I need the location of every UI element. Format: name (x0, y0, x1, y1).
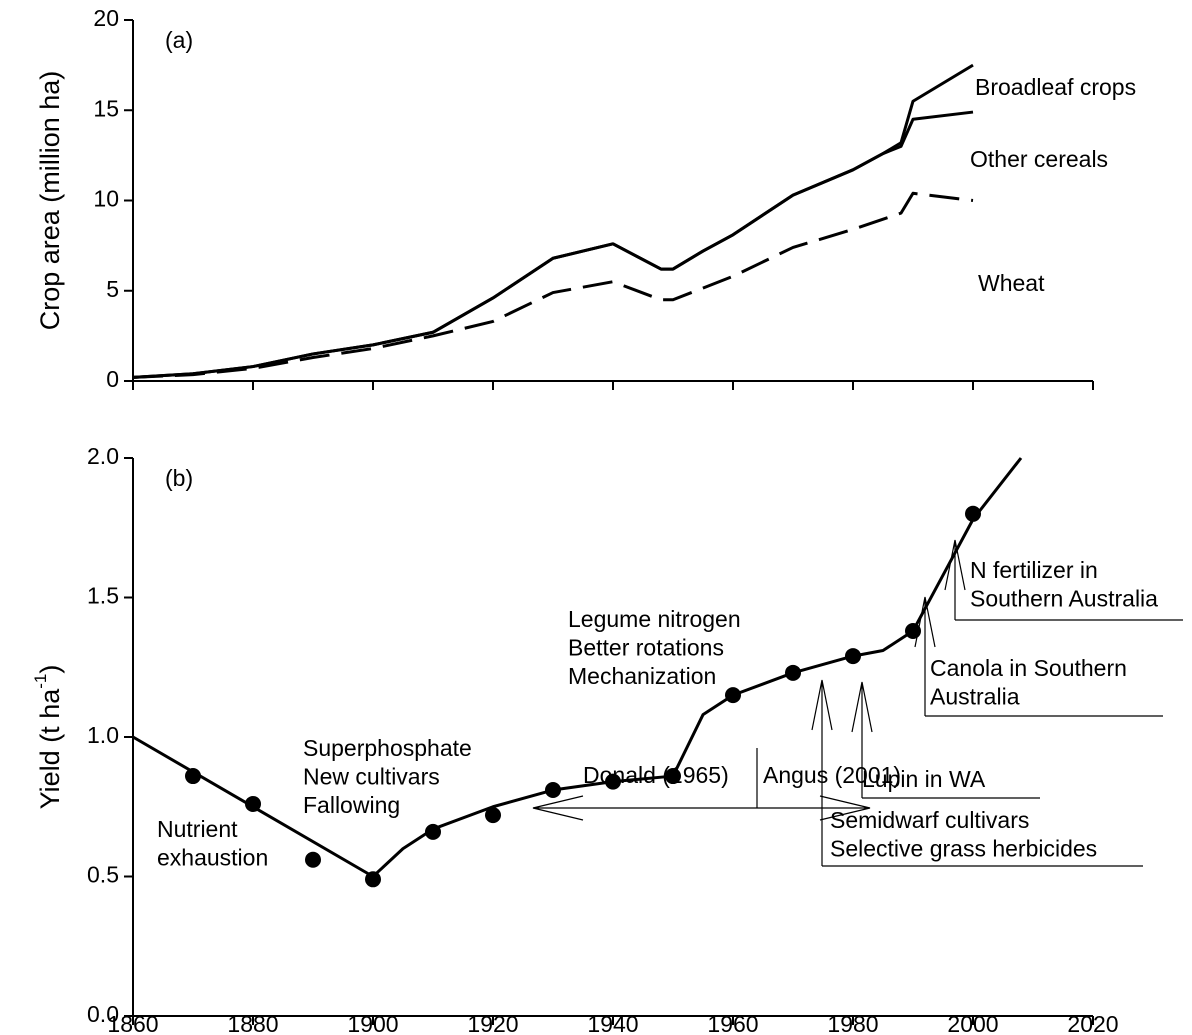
data-point (245, 795, 261, 812)
y-tick-label: 5 (106, 276, 119, 302)
data-point (365, 871, 381, 888)
annotation: Better rotations (568, 635, 724, 661)
trend-line (132, 457, 1023, 878)
annotation: Canola in Southern (930, 655, 1127, 681)
x-tick-label: 1920 (467, 1011, 518, 1035)
x-tick-label: 1960 (707, 1011, 758, 1035)
data-point (545, 782, 561, 799)
y-tick-label: 15 (93, 95, 119, 121)
annotation: Fallowing (303, 792, 400, 818)
series-line (132, 191, 974, 379)
y-axis-label: Crop area (million ha) (35, 71, 65, 331)
annotation: Lupin in WA (862, 766, 986, 792)
data-point (305, 851, 321, 868)
panel-label: (a) (165, 27, 193, 53)
x-tick-label: 1900 (347, 1011, 398, 1035)
y-axis-label-text: Yield (t ha (35, 688, 65, 810)
data-point (785, 664, 801, 681)
y-axis-label: Yield (t ha-1) (31, 665, 65, 810)
y-tick-label: 10 (93, 186, 119, 212)
data-point (845, 648, 861, 665)
y-tick-label: 1.5 (87, 583, 119, 609)
series-label: Broadleaf crops (975, 74, 1136, 100)
y-tick-label: 20 (93, 5, 119, 31)
data-point (425, 823, 441, 840)
x-tick-label: 1980 (827, 1011, 878, 1035)
data-point (605, 773, 621, 790)
pointer-arrows (532, 539, 1183, 867)
series-label: Other cereals (970, 146, 1108, 172)
annotation: Selective grass herbicides (830, 836, 1097, 862)
annotation: Southern Australia (970, 586, 1158, 612)
annotation: N fertilizer in (970, 557, 1098, 583)
y-axis-label-sup: -1 (31, 674, 50, 689)
annotation: Donald (1965) (583, 762, 729, 788)
y-tick-label: 2.0 (87, 443, 119, 469)
x-tick-label: 2020 (1067, 1011, 1118, 1035)
data-point (725, 687, 741, 704)
y-tick-label: 0.0 (87, 1001, 119, 1027)
x-tick-label: 1860 (107, 1011, 158, 1035)
arrow (811, 679, 1143, 867)
data-point (485, 807, 501, 824)
annotation: Nutrient (157, 816, 238, 842)
data-point (185, 768, 201, 785)
annotation: Semidwarf cultivars (830, 807, 1029, 833)
data-point (965, 505, 981, 522)
annotation: Superphosphate (303, 735, 472, 761)
y-tick-label: 0 (106, 366, 119, 392)
annotation: Australia (930, 684, 1020, 710)
annotation: Angus (2001) (763, 762, 901, 788)
series-label: Wheat (978, 270, 1045, 296)
annotation: Legume nitrogen (568, 606, 741, 632)
x-tick-label: 2000 (947, 1011, 998, 1035)
y-axis-label-end: ) (35, 665, 65, 674)
panel-label: (b) (165, 465, 193, 491)
data-point (905, 622, 921, 639)
annotation: New cultivars (303, 764, 440, 790)
y-tick-label: 0.5 (87, 862, 119, 888)
y-tick-label: 1.0 (87, 722, 119, 748)
annotation: Mechanization (568, 663, 716, 689)
series-line (132, 63, 974, 379)
x-tick-label: 1880 (227, 1011, 278, 1035)
arrow (851, 681, 1040, 799)
annotation: exhaustion (157, 845, 268, 871)
data-point (665, 768, 681, 785)
x-tick-label: 1940 (587, 1011, 638, 1035)
series-line (132, 110, 974, 379)
arrow (532, 748, 871, 821)
